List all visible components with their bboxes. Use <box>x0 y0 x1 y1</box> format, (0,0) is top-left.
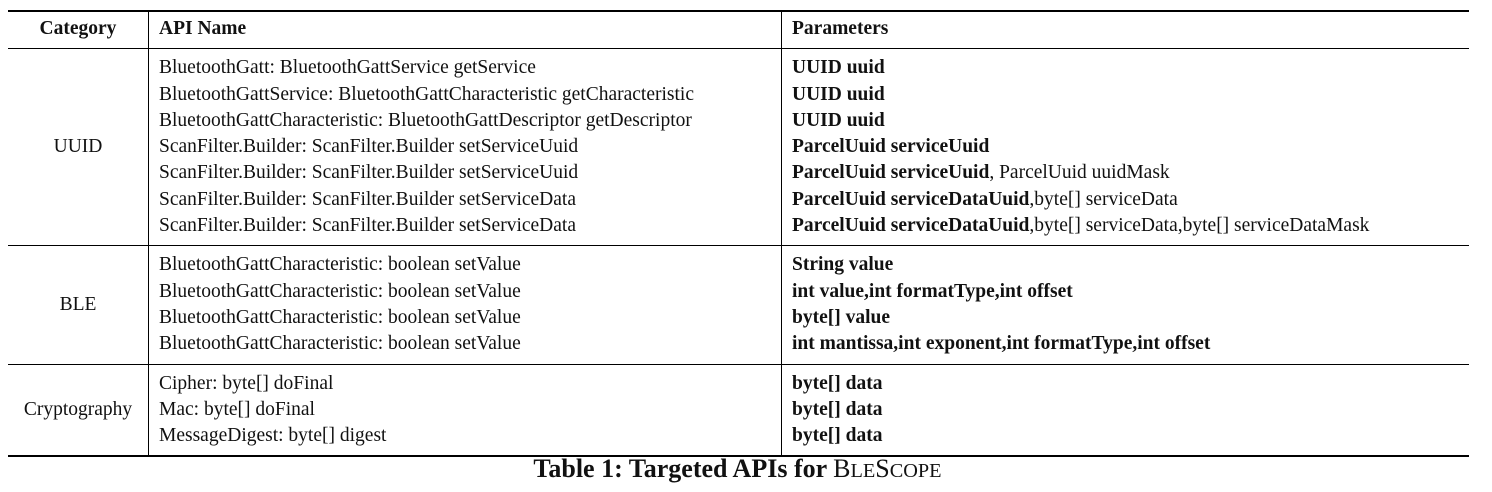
caption-brand-part: S <box>875 454 890 483</box>
parameter-key-text: UUID uuid <box>792 83 885 105</box>
table-row: UUID BluetoothGatt: BluetoothGattService … <box>8 48 1470 247</box>
parameter-extra-text: ,byte[] serviceData <box>1029 188 1178 210</box>
parameter-key-text: ParcelUuid serviceUuid <box>792 136 990 158</box>
api-name-cell: ScanFilter.Builder: ScanFilter.Builder s… <box>148 213 782 247</box>
table-row: BluetoothGattService: BluetoothGattChara… <box>8 81 1470 108</box>
parameter-key-text: int mantissa,int exponent,int formatType… <box>792 333 1211 355</box>
api-name-cell: BluetoothGatt: BluetoothGattService getS… <box>148 48 782 82</box>
header-parameters: Parameters <box>781 10 1469 50</box>
parameter-key-text: byte[] data <box>792 398 883 420</box>
table-row: Cryptography Cipher: byte[] doFinal byte[]… <box>8 364 1470 458</box>
api-name-cell: BluetoothGattService: BluetoothGattChara… <box>148 81 782 108</box>
table-row: ScanFilter.Builder: ScanFilter.Builder s… <box>8 160 1470 187</box>
api-name-cell: ScanFilter.Builder: ScanFilter.Builder s… <box>148 134 782 161</box>
parameter-key-text: int value,int formatType,int offset <box>792 280 1073 302</box>
api-name-cell: BluetoothGattCharacteristic: boolean set… <box>148 331 782 365</box>
parameter-key-text: byte[] value <box>792 306 891 328</box>
parameter-extra-text: , ParcelUuid uuidMask <box>989 162 1170 184</box>
parameters-cell: ParcelUuid serviceUuid, ParcelUuid uuidM… <box>782 160 1470 186</box>
table-row: BluetoothGattCharacteristic: boolean set… <box>8 304 1470 332</box>
caption-brand-part: le <box>850 460 876 482</box>
parameters-cell: ParcelUuid serviceDataUuid,byte[] servic… <box>782 187 1470 213</box>
table-row: BLE BluetoothGattCharacteristic: boolean … <box>8 245 1470 365</box>
parameters-cell: UUID uuid <box>782 108 1470 134</box>
api-name-cell: MessageDigest: byte[] digest <box>148 423 782 458</box>
parameters-cell: UUID uuid <box>782 49 1470 82</box>
api-name-cell: ScanFilter.Builder: ScanFilter.Builder s… <box>148 186 782 214</box>
table-row: ScanFilter.Builder: ScanFilter.Builder s… <box>8 186 1470 214</box>
parameter-key-text: ParcelUuid serviceUuid <box>792 162 990 184</box>
caption-prefix: Table 1: Targeted APIs for <box>533 454 834 483</box>
parameter-key-text: ParcelUuid serviceDataUuid <box>792 188 1030 210</box>
header-category: Category <box>8 10 149 50</box>
parameters-cell: String value <box>782 246 1470 279</box>
api-name-cell: BluetoothGattCharacteristic: boolean set… <box>148 245 782 279</box>
api-name-cell: BluetoothGattCharacteristic: boolean set… <box>148 304 782 332</box>
caption-brand-part: cope <box>889 460 942 482</box>
table-row: ScanFilter.Builder: ScanFilter.Builder s… <box>8 134 1470 161</box>
table-caption: Table 1: Targeted APIs for BleScope <box>0 454 1475 484</box>
parameter-extra-text: ,byte[] serviceData,byte[] serviceDataMa… <box>1029 215 1370 237</box>
api-table: Category API Name Parameters UUID Bluetoo… <box>8 10 1470 458</box>
parameters-cell: ParcelUuid serviceDataUuid,byte[] servic… <box>781 213 1469 247</box>
api-name-cell: BluetoothGattCharacteristic: boolean set… <box>148 278 782 305</box>
parameter-key-text: byte[] data <box>792 372 883 394</box>
parameters-cell: ParcelUuid serviceUuid <box>782 134 1470 160</box>
parameter-key-text: UUID uuid <box>792 57 885 79</box>
parameters-cell: byte[] data <box>781 423 1469 458</box>
parameter-key-text: UUID uuid <box>792 109 885 131</box>
table-header-row: Category API Name Parameters <box>8 10 1469 50</box>
table-row: MessageDigest: byte[] digest byte[] data <box>8 423 1469 458</box>
parameters-cell: UUID uuid <box>782 82 1470 108</box>
api-name-cell: ScanFilter.Builder: ScanFilter.Builder s… <box>148 160 782 187</box>
category-cell: Cryptography <box>8 364 149 458</box>
parameters-cell: int mantissa,int exponent,int formatType… <box>781 331 1469 365</box>
parameters-cell: byte[] data <box>782 364 1470 397</box>
caption-brand-part: B <box>833 454 851 483</box>
parameters-cell: int value,int formatType,int offset <box>782 279 1470 305</box>
table-row: BluetoothGattCharacteristic: BluetoothGa… <box>8 107 1470 135</box>
parameter-key-text: ParcelUuid serviceDataUuid <box>792 215 1030 237</box>
api-name-cell: Cipher: byte[] doFinal <box>148 364 782 397</box>
parameters-cell: byte[] data <box>782 397 1470 423</box>
api-name-cell: Mac: byte[] doFinal <box>148 396 782 424</box>
table-row: ScanFilter.Builder: ScanFilter.Builder s… <box>8 213 1469 247</box>
table-row: BluetoothGattCharacteristic: boolean set… <box>8 278 1470 305</box>
api-name-cell: BluetoothGattCharacteristic: BluetoothGa… <box>148 107 782 135</box>
category-cell: UUID <box>8 48 149 247</box>
header-api-name: API Name <box>148 10 782 50</box>
parameter-key-text: String value <box>792 254 894 276</box>
caption-brand: BleScope <box>833 454 941 483</box>
table-row: Mac: byte[] doFinal byte[] data <box>8 396 1470 424</box>
parameters-cell: byte[] value <box>782 305 1470 331</box>
parameter-key-text: byte[] data <box>792 425 883 447</box>
category-cell: BLE <box>8 245 149 365</box>
table-body: UUID BluetoothGatt: BluetoothGattService … <box>8 48 1470 458</box>
table-row: BluetoothGattCharacteristic: boolean set… <box>8 331 1469 365</box>
